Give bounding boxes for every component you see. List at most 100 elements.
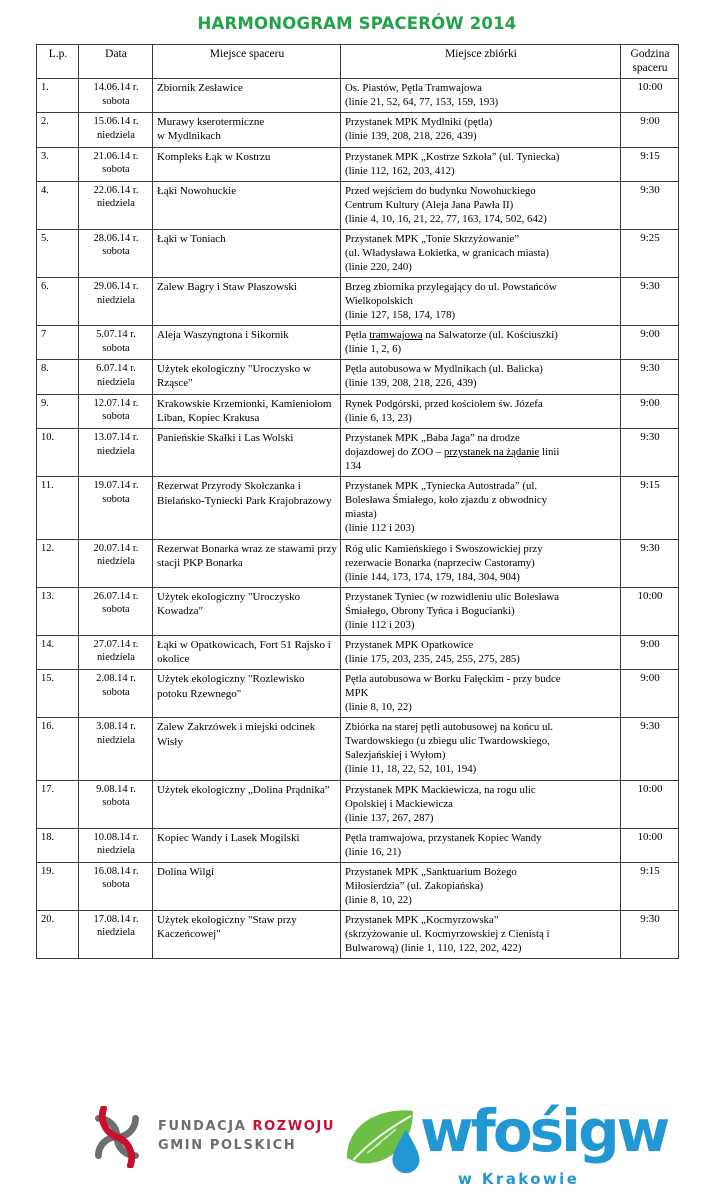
walks-schedule-table: L.p. Data Miejsce spaceru Miejsce zbiórk…	[36, 43, 679, 959]
cell-date: 26.07.14 r. sobota	[78, 586, 153, 636]
column-header-time: Godzina spaceru	[620, 43, 679, 80]
cell-date: 20.07.14 r. niedziela	[78, 538, 153, 588]
leaf-and-droplet-icon	[346, 1110, 420, 1174]
cell-walk-place: Aleja Waszyngtona i Sikornik	[152, 325, 341, 361]
cell-meeting-point: Przystanek MPK „Kostrze Szkoła” (ul. Tyn…	[340, 146, 621, 182]
cell-walk-place: Panieńskie Skałki i Las Wolski	[152, 428, 341, 478]
cell-walk-place: Krakowskie Krzemionki, Kamieniołom Liban…	[152, 393, 341, 430]
table-row: 11. 19.07.14 r. sobota Rezerwat Przyrody Sk…	[36, 476, 679, 540]
cell-lp: 6.	[36, 276, 79, 327]
cell-date: 10.08.14 r. niedziela	[78, 827, 153, 863]
cell-time: 9:15	[620, 146, 679, 182]
table-row: 10. 13.07.14 r. niedziela Panieńskie Skałki…	[36, 428, 679, 478]
page-title: HARMONOGRAM SPACERÓW 2014	[197, 14, 517, 33]
cell-time: 9:30	[620, 717, 679, 781]
cell-date: 6.07.14 r. niedziela	[78, 359, 153, 395]
cell-walk-place: Łąki Nowohuckie	[152, 180, 341, 230]
wfosigw-subtitle: w Krakowie	[458, 1170, 580, 1188]
cell-date: 9.08.14 r. sobota	[78, 779, 153, 829]
cell-walk-place: Zbiornik Zesławice	[152, 78, 341, 114]
cell-time: 10:00	[620, 827, 679, 863]
cell-time: 9:00	[620, 634, 679, 671]
cell-date: 19.07.14 r. sobota	[78, 476, 153, 540]
cell-lp: 20.	[36, 909, 79, 959]
frgp-line1-grey: FUNDACJA	[158, 1119, 253, 1134]
cell-meeting-point: Przed wejściem do budynku Nowohuckiego Ce…	[340, 180, 621, 230]
cell-meeting-point: Róg ulic Kamieńskiego i Swoszowickiej pr…	[340, 538, 621, 588]
cell-lp: 10.	[36, 428, 79, 478]
cell-lp: 11.	[36, 476, 79, 540]
cell-walk-place: Rezerwat Przyrody Skołczanka i Bielańsko…	[152, 476, 341, 540]
cell-date: 21.06.14 r. sobota	[78, 146, 153, 182]
cell-walk-place: Zalew Zakrzówek i miejski odcinek Wisły	[152, 717, 341, 781]
table-row: 16. 3.08.14 r. niedziela Zalew Zakrzówek i …	[36, 717, 679, 781]
table-row: 6. 29.06.14 r. niedziela Zalew Bagry i Staw…	[36, 276, 679, 327]
cell-lp: 1.	[36, 78, 79, 114]
table-row: 15. 2.08.14 r. sobota Użytek ekologiczny "R…	[36, 669, 679, 719]
table-header-row: L.p. Data Miejsce spaceru Miejsce zbiórk…	[36, 43, 679, 80]
cell-meeting-point: Przystanek MPK Opatkowice (linie 175, 203…	[340, 634, 621, 671]
cell-meeting-point: Pętla autobusowa w Mydlnikach (ul. Balic…	[340, 359, 621, 395]
cell-lp: 17.	[36, 779, 79, 829]
cell-lp: 13.	[36, 586, 79, 636]
cell-walk-place: Rezerwat Bonarka wraz ze stawami przy st…	[152, 538, 341, 588]
cell-date: 14.06.14 r. sobota	[78, 78, 153, 114]
cell-date: 15.06.14 r. niedziela	[78, 112, 153, 148]
table-row: 18. 10.08.14 r. niedziela Kopiec Wandy i La…	[36, 827, 679, 863]
cell-meeting-point: Przystanek Tyniec (w rozwidleniu ulic Bo…	[340, 586, 621, 636]
cell-lp: 8.	[36, 359, 79, 395]
table-row: 8. 6.07.14 r. niedziela Użytek ekologiczny …	[36, 359, 679, 395]
cell-walk-place: Kompleks Łąk w Kostrzu	[152, 146, 341, 182]
cell-date: 29.06.14 r. niedziela	[78, 276, 153, 327]
cell-date: 28.06.14 r. sobota	[78, 228, 153, 278]
cell-lp: 2.	[36, 112, 79, 148]
cell-meeting-point: Pętla tramwajowa na Salwatorze (ul. Kośc…	[340, 325, 621, 361]
table-row: 13. 26.07.14 r. sobota Użytek ekologiczny "…	[36, 586, 679, 636]
cell-walk-place: Użytek ekologiczny "Staw przy Kaczeńcowe…	[152, 909, 341, 959]
cell-meeting-point: Przystanek MPK „Tonie Skrzyżowanie” (ul. …	[340, 228, 621, 278]
cell-meeting-point: Brzeg zbiornika przylegający do ul. Pows…	[340, 276, 621, 327]
cell-lp: 15.	[36, 669, 79, 719]
table-row: 7 5.07.14 r. sobota Aleja Waszyngtona i Sik…	[36, 325, 679, 361]
cell-lp: 16.	[36, 717, 79, 781]
cell-meeting-point: Pętla tramwajowa, przystanek Kopiec Wand…	[340, 827, 621, 863]
cell-date: 13.07.14 r. niedziela	[78, 428, 153, 478]
schedule-table-container: L.p. Data Miejsce spaceru Miejsce zbiórk…	[36, 43, 679, 959]
cell-lp: 5.	[36, 228, 79, 278]
cell-time: 9:30	[620, 538, 679, 588]
logo-wfosigw: wfośigw w Krakowie	[336, 1096, 670, 1200]
cell-meeting-point: Przystanek MPK „Baba Jaga” na drodze doja…	[340, 428, 621, 478]
cell-meeting-point: Przystanek MPK „Sanktuarium Bożego Miłosi…	[340, 861, 621, 911]
cell-walk-place: Zalew Bagry i Staw Płaszowski	[152, 276, 341, 327]
cell-meeting-point: Przystanek MPK „Kocmyrzowska” (skrzyżowan…	[340, 909, 621, 959]
table-row: 5. 28.06.14 r. sobota Łąki w Toniach Przysta…	[36, 228, 679, 278]
cell-walk-place: Użytek ekologiczny „Dolina Prądnika”	[152, 779, 341, 829]
column-header-lp: L.p.	[36, 43, 79, 80]
cell-lp: 3.	[36, 146, 79, 182]
table-row: 20. 17.08.14 r. niedziela Użytek ekologiczn…	[36, 909, 679, 959]
cell-meeting-point: Zbiórka na starej pętli autobusowej na k…	[340, 717, 621, 781]
cell-lp: 4.	[36, 180, 79, 230]
cell-lp: 14.	[36, 634, 79, 671]
cell-lp: 7	[36, 325, 79, 361]
cell-meeting-point: Pętla autobusowa w Borku Fałęckim - przy…	[340, 669, 621, 719]
cell-time: 10:00	[620, 78, 679, 114]
cell-date: 2.08.14 r. sobota	[78, 669, 153, 719]
cell-time: 9:25	[620, 228, 679, 278]
cell-time: 9:00	[620, 669, 679, 719]
cell-meeting-point: Rynek Podgórski, przed kościołem św. Józ…	[340, 393, 621, 430]
cell-walk-place: Użytek ekologiczny "Uroczysko w Rząsce"	[152, 359, 341, 395]
table-row: 12. 20.07.14 r. niedziela Rezerwat Bonarka …	[36, 538, 679, 588]
cell-date: 27.07.14 r. niedziela	[78, 634, 153, 671]
column-header-meeting-point: Miejsce zbiórki	[340, 43, 621, 80]
cell-time: 10:00	[620, 586, 679, 636]
cell-time: 9:30	[620, 909, 679, 959]
column-header-place: Miejsce spaceru	[152, 43, 341, 80]
cell-meeting-point: Os. Piastów, Pętla Tramwajowa (linie 21, …	[340, 78, 621, 114]
table-row: 9. 12.07.14 r. sobota Krakowskie Krzemionki…	[36, 393, 679, 430]
cell-time: 9:15	[620, 861, 679, 911]
column-header-date: Data	[78, 43, 153, 80]
cell-walk-place: Murawy kserotermiczne w Mydlnikach	[152, 112, 341, 148]
cell-date: 22.06.14 r. niedziela	[78, 180, 153, 230]
table-body: 1. 14.06.14 r. sobota Zbiornik Zesławice Os.…	[36, 78, 679, 959]
